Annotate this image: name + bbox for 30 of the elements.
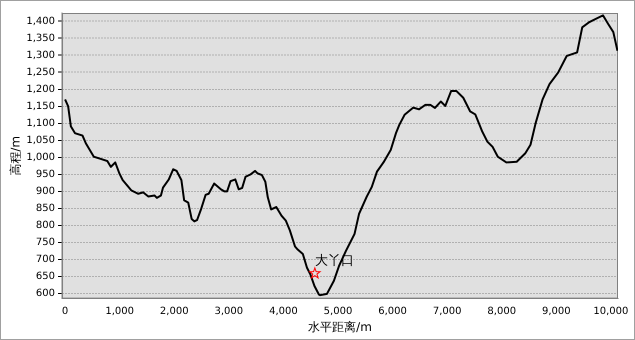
x-tick-label: 3,000 xyxy=(214,306,244,318)
x-tick-label: 1,000 xyxy=(105,306,134,318)
x-tick-label: 4,000 xyxy=(269,306,298,318)
x-tick-label: 8,000 xyxy=(487,306,516,318)
x-tick-label: 0 xyxy=(62,306,68,318)
x-tick-label: 5,000 xyxy=(324,306,352,318)
y-tick-label: 1,000 xyxy=(26,152,56,163)
y-tick-label: 900 xyxy=(36,186,56,197)
y-tick-label: 1,350 xyxy=(26,32,56,44)
y-tick-label: 700 xyxy=(36,254,56,266)
x-tick-label: 6,000 xyxy=(378,306,407,318)
y-tick-label: 800 xyxy=(36,220,56,232)
y-tick-label: 850 xyxy=(36,202,56,214)
y-tick-label: 1,100 xyxy=(26,118,56,129)
y-tick-label: 1,150 xyxy=(26,100,56,112)
y-tick-label: 600 xyxy=(36,288,56,300)
y-tick-label: 1,400 xyxy=(26,16,56,27)
y-tick-label: 1,050 xyxy=(26,134,56,146)
y-tick-label: 1,300 xyxy=(26,50,56,61)
y-axis-title: 高程/m xyxy=(8,136,22,176)
x-axis-title: 水平距离/m xyxy=(308,320,372,334)
x-tick-label: 7,000 xyxy=(432,306,462,318)
y-tick-label: 650 xyxy=(36,271,56,282)
y-tick-label: 950 xyxy=(36,168,56,180)
y-tick-label: 1,200 xyxy=(26,84,56,95)
x-tick-label: 10,000 xyxy=(593,306,628,318)
y-tick-label: 750 xyxy=(36,237,56,248)
x-tick-label: 9,000 xyxy=(542,306,571,318)
x-tick-label: 2,000 xyxy=(160,306,189,318)
y-tick-label: 1,250 xyxy=(26,66,56,78)
